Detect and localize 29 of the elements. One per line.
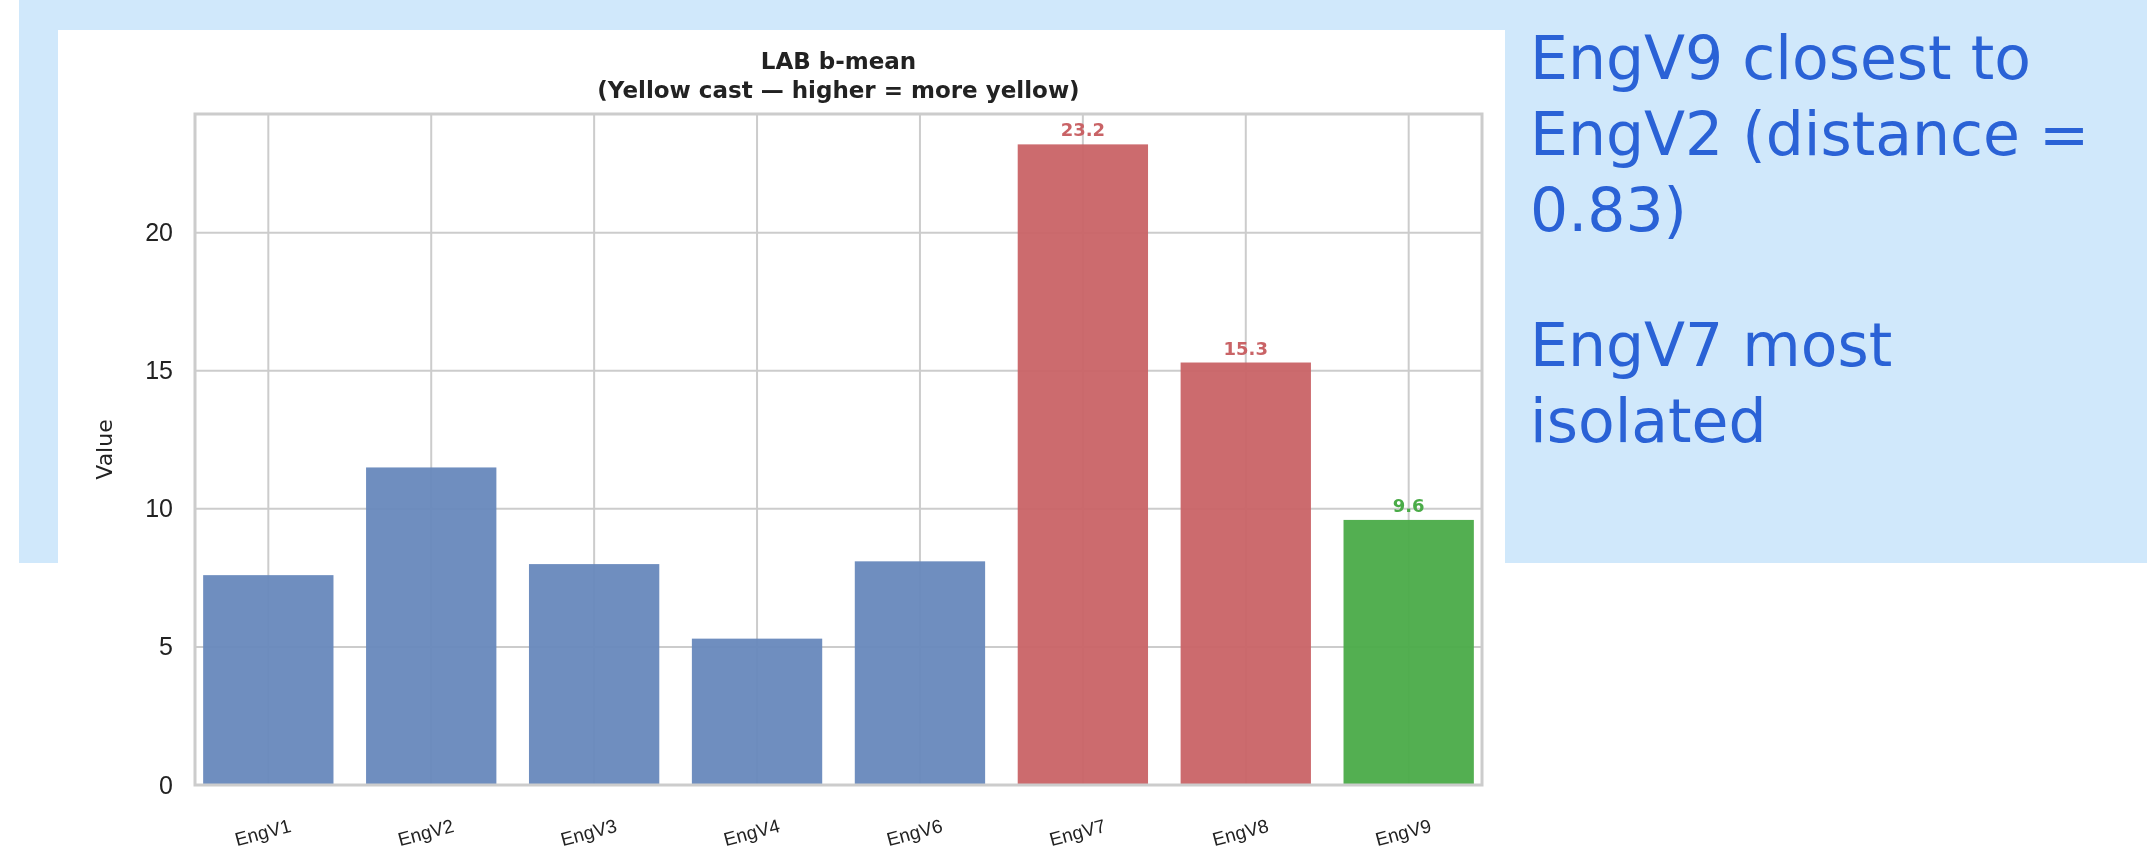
data-label: 9.6 xyxy=(1392,494,1425,516)
x-tick-label: EngV1 xyxy=(232,815,294,851)
bar xyxy=(691,638,823,785)
bar xyxy=(528,564,660,785)
x-tick-label: EngV3 xyxy=(558,815,619,851)
x-tick-label: EngV2 xyxy=(395,815,457,851)
data-label: 15.3 xyxy=(1223,337,1268,359)
text: EngV7 most isolated xyxy=(1530,308,1894,458)
y-tick-label: 0 xyxy=(159,770,173,799)
bar xyxy=(1343,519,1474,785)
bar xyxy=(203,575,334,785)
bar xyxy=(1017,144,1149,785)
x-tick-label: EngV8 xyxy=(1210,815,1271,851)
bar xyxy=(366,467,497,785)
text: EngV9 closest to EngV2 (distance = 0.83) xyxy=(1530,22,2091,248)
x-tick-label: EngV7 xyxy=(1047,815,1108,851)
y-tick-label: 10 xyxy=(145,494,173,523)
y-axis-title: Value xyxy=(92,419,117,480)
y-tick-label: 20 xyxy=(145,218,173,247)
bar xyxy=(854,561,986,785)
x-tick-label: EngV9 xyxy=(1373,815,1434,851)
x-tick-label: EngV4 xyxy=(721,815,783,851)
data-label: 23.2 xyxy=(1060,119,1106,141)
bar xyxy=(1180,362,1311,785)
chart-subtitle: (Yellow cast — higher = more yellow) xyxy=(597,77,1080,103)
x-tick-label: EngV6 xyxy=(884,815,945,851)
y-tick-label: 15 xyxy=(145,356,173,385)
chart-title: LAB b-mean xyxy=(760,48,917,74)
y-tick-label: 5 xyxy=(159,632,173,661)
